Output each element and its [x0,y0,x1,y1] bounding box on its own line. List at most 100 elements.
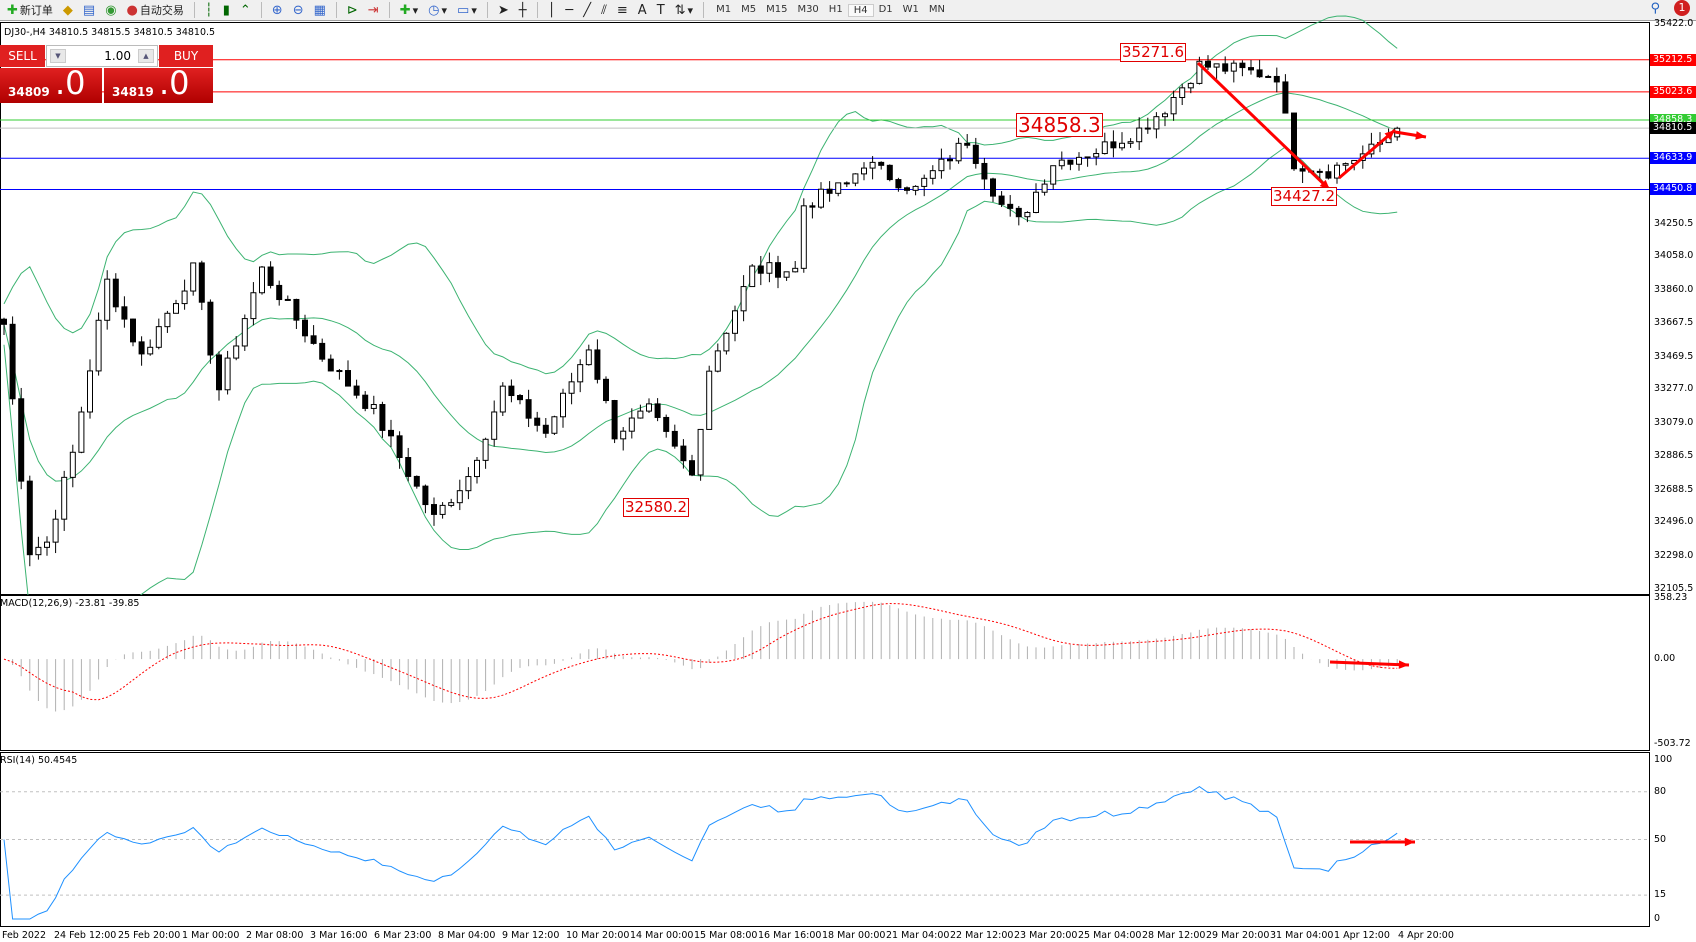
bearish-candle [1007,203,1014,209]
bullish-candle [95,319,102,372]
bullish-candle [370,404,377,409]
bullish-candle [706,370,713,430]
timeframe-m15[interactable]: M15 [766,3,788,15]
lot-size-input[interactable]: ▼ 1.00 ▲ [46,45,158,67]
rsi-axis-label: 100 [1654,754,1673,765]
price-axis-label: 32886.5 [1654,449,1694,461]
bullish-candle [104,278,111,321]
notification-badge[interactable]: 1 [1674,0,1690,16]
macd-pane[interactable] [0,595,1650,751]
gold-button[interactable]: ◆ [60,1,76,19]
fibonacci-button[interactable]: ≡ [614,1,631,19]
bullish-candle [44,541,50,548]
indicators-button[interactable]: ✚ ▾ [399,2,419,18]
text-label-button[interactable]: T [654,1,668,19]
sell-price-box[interactable]: 34809 .0 [0,64,102,103]
bullish-candle [620,430,627,440]
bearish-candle [809,205,816,208]
auto-trading-button[interactable]: ● 自动交易 [124,1,187,19]
bullish-candle [465,476,472,492]
arrow-line [1329,660,1410,667]
arrow-line [1196,61,1332,192]
bearish-candle [671,430,678,447]
timeframe-mn[interactable]: MN [928,3,945,15]
arrow-head-icon [1398,660,1409,669]
horizontal-line-button[interactable]: ─ [562,1,576,19]
bar-chart-button[interactable]: ┆ [202,1,216,19]
zoom-in-icon: ⊕ [271,2,283,18]
bearish-candle [775,262,781,278]
bearish-candle [904,187,910,191]
line-chart-button[interactable]: ⌃ [237,1,254,19]
bullish-candle [181,290,188,305]
new-order-icon: ✚ [7,2,18,18]
zoom-out-button[interactable]: ⊖ [290,1,307,19]
price-annotation: 34858.3 [1016,113,1103,137]
macd-label: MACD(12,26,9) -23.81 -39.85 [0,598,140,609]
templates-button[interactable]: ▭ ▾ [457,2,477,18]
timeframe-d1[interactable]: D1 [878,3,893,15]
lot-decrease-button[interactable]: ▼ [50,49,66,63]
text-button[interactable]: A [635,1,650,19]
bullish-candle [147,346,154,355]
bearish-candle [990,178,996,197]
price-level-tag: 34633.9 [1650,152,1696,165]
timeframe-h4[interactable]: H4 [847,3,874,17]
bullish-candle [1170,97,1177,115]
cursor-button[interactable]: ➤ [495,1,512,19]
new-order-label: 新订单 [19,4,53,17]
bearish-candle [396,435,403,459]
toolbar-separator [388,2,390,18]
bearish-candle [388,429,394,437]
time-axis-label: 31 Mar 04:00 [1270,930,1334,941]
sell-button[interactable]: SELL [0,45,45,67]
bullish-candle [568,381,575,394]
chart-shift-button[interactable]: ⇥ [365,1,382,19]
bearish-candle [525,399,532,419]
price-annotation: 34427.2 [1271,187,1338,206]
bullish-candle [241,318,248,347]
price-level-tag: 35023.6 [1650,85,1696,98]
timeframe-m1[interactable]: M1 [716,3,732,15]
chart-header: DJ30-,H4 34810.5 34815.5 34810.5 34810.5 [4,27,216,38]
time-axis-label: 15 Mar 08:00 [694,930,758,941]
signal-button[interactable]: ◉ [102,1,119,19]
timeframe-w1[interactable]: W1 [902,3,919,15]
time-axis-label: 3 Mar 16:00 [310,930,368,941]
autoscroll-button[interactable]: ⊳ [344,1,361,19]
timeframe-m5[interactable]: M5 [741,3,757,15]
macd-svg [3,601,1410,712]
buy-price-box[interactable]: 34819 .0 [104,64,213,103]
terminal-button[interactable]: ▤ [80,1,98,19]
bullish-candle [560,392,566,418]
bullish-candle [1033,191,1039,213]
bearish-candle [319,342,326,360]
lot-increase-button[interactable]: ▲ [138,49,154,63]
timeframe-h1[interactable]: H1 [828,3,843,15]
equidistant-channel-button[interactable]: ⫽ [598,1,610,19]
bullish-candle [1213,63,1220,68]
bearish-candle [843,182,850,185]
periods-button[interactable]: ◷ ▾ [428,2,448,18]
timeframe-m30[interactable]: M30 [797,3,819,15]
bullish-candle [1058,159,1065,167]
crosshair-button[interactable]: ┼ [516,1,530,19]
bearish-candle [18,398,25,482]
time-axis-label: 22 Mar 12:00 [950,930,1014,941]
bullish-candle [1136,127,1143,143]
crosshair-icon: ┼ [518,2,527,18]
buy-button[interactable]: BUY [159,45,213,67]
macd-signal-line [3,603,1398,701]
zoom-in-button[interactable]: ⊕ [269,1,286,19]
trendline-button[interactable]: ╱ [580,1,594,19]
candlestick-button[interactable]: ▮ [220,1,233,19]
tile-windows-button[interactable]: ▦ [311,1,329,19]
search-icon[interactable]: ⚲ [1650,1,1660,16]
arrows-button[interactable]: ⇅ ▾ [674,2,694,18]
bearish-candle [998,195,1005,205]
macd-axis-label: -503.72 [1654,738,1691,749]
time-axis-label: 9 Mar 12:00 [502,930,560,941]
vertical-line-button[interactable]: │ [545,1,559,19]
bullish-candle [78,411,85,453]
new-order-button[interactable]: ✚ 新订单 [4,1,56,19]
